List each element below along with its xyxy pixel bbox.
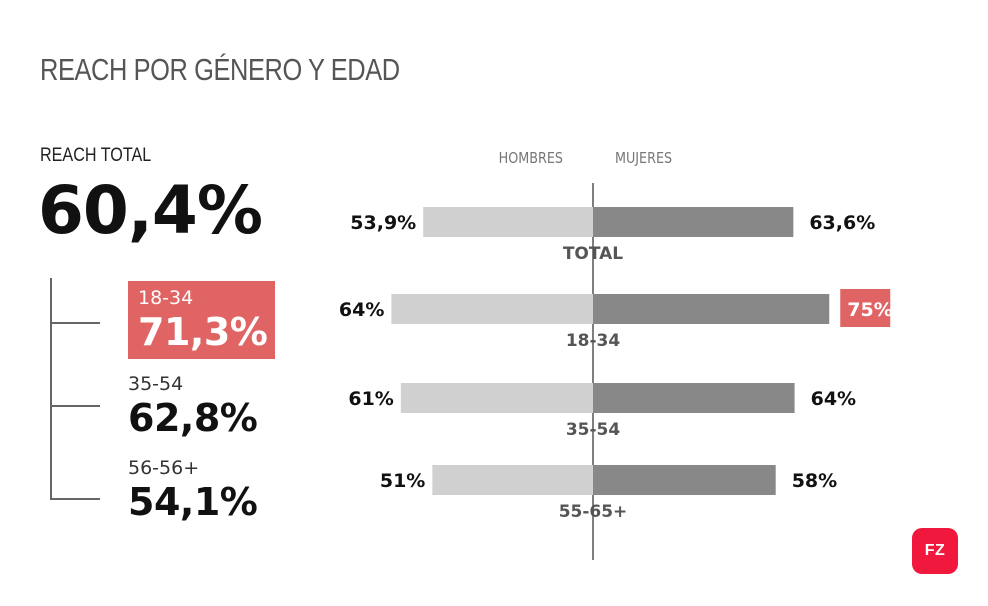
age-group-18-34: 18-34 71,3% — [128, 281, 276, 359]
value-label-hombres: 51% — [380, 470, 425, 492]
age-group-label: 18-34 — [138, 287, 194, 309]
age-group-56-plus: 56-56+ 54,1% — [128, 457, 258, 525]
category-label: 55-65+ — [559, 502, 628, 522]
bar-mujeres — [593, 465, 776, 495]
category-label: TOTAL — [563, 244, 623, 264]
bar-mujeres — [593, 207, 794, 237]
reach-total-value: 60,4% — [38, 172, 263, 249]
bar-mujeres — [593, 383, 795, 413]
category-label: 18-34 — [566, 331, 621, 351]
age-group-label: 56-56+ — [128, 457, 200, 479]
age-group-35-54: 35-54 62,8% — [128, 373, 258, 441]
bar-hombres — [432, 465, 593, 495]
value-label-hombres: 61% — [348, 388, 393, 410]
highlight-box — [840, 289, 891, 327]
bracket-line — [50, 278, 52, 500]
age-group-value: 71,3% — [138, 310, 268, 354]
bar-hombres — [423, 207, 593, 237]
bar-hombres — [391, 294, 593, 324]
value-label-hombres: 64% — [339, 299, 384, 321]
legend-hombres: HOMBRES — [499, 150, 563, 167]
page-title: REACH POR GÉNERO Y EDAD — [40, 52, 400, 87]
bar-mujeres — [593, 294, 830, 324]
value-label-mujeres: 64% — [811, 388, 856, 410]
reach-total-label: REACH TOTAL — [40, 145, 152, 166]
bracket-tick — [50, 405, 100, 407]
legend-mujeres: MUJERES — [615, 150, 672, 167]
bracket-tick — [50, 498, 100, 500]
bracket-tick — [50, 322, 100, 324]
bar-hombres — [400, 383, 593, 413]
value-label-mujeres: 75% — [847, 299, 892, 321]
category-label: 35-54 — [566, 420, 621, 440]
value-label-hombres: 53,9% — [350, 212, 416, 234]
fz-logo: FZ — [912, 528, 958, 574]
age-group-label: 35-54 — [128, 373, 184, 395]
age-group-value: 62,8% — [128, 396, 258, 440]
age-group-value: 54,1% — [128, 480, 258, 524]
value-label-mujeres: 58% — [792, 470, 837, 492]
value-label-mujeres: 63,6% — [809, 212, 875, 234]
